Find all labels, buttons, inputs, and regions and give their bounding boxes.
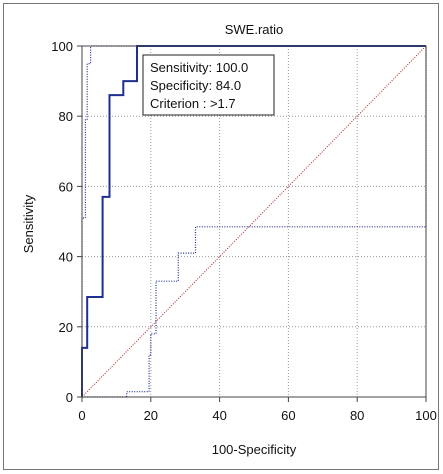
x-tick-label: 100 (415, 408, 437, 423)
reference-diagonal-line (81, 45, 427, 398)
y-tick-label: 100 (51, 39, 73, 54)
y-axis-title: Sensitivity (21, 194, 36, 253)
grid-lines (82, 46, 426, 397)
annotation-specificity: Specificity: 84.0 (150, 78, 241, 93)
plot-area-border (81, 45, 427, 398)
x-axis-title: 100-Specificity (212, 442, 297, 457)
y-tick-label: 80 (59, 109, 73, 124)
series-layer (81, 45, 427, 398)
x-tick-label: 40 (212, 408, 226, 423)
roc-curve-line (81, 45, 426, 397)
x-tick-label: 0 (78, 408, 85, 423)
y-tick-label: 0 (66, 390, 73, 405)
annotation-sensitivity: Sensitivity: 100.0 (150, 60, 248, 75)
chart-frame (3, 3, 439, 470)
y-tick-label: 20 (59, 320, 73, 335)
x-tick-label: 60 (281, 408, 295, 423)
x-tick-label: 80 (350, 408, 364, 423)
annotation-box (142, 54, 275, 116)
upper-confidence-bound-line (81, 45, 426, 397)
y-tick-label: 40 (59, 250, 73, 265)
tick-layer: 0 20 40 60 80 100 0 20 40 60 80 100 (51, 39, 437, 423)
y-tick-label: 60 (59, 179, 73, 194)
annotation-criterion: Criterion : >1.7 (150, 96, 236, 111)
x-tick-label: 20 (144, 408, 158, 423)
criterion-annotation: Sensitivity: 100.0 Specificity: 84.0 Cri… (142, 54, 275, 116)
chart-title: SWE.ratio (225, 22, 284, 37)
lower-confidence-bound-line (82, 46, 427, 398)
